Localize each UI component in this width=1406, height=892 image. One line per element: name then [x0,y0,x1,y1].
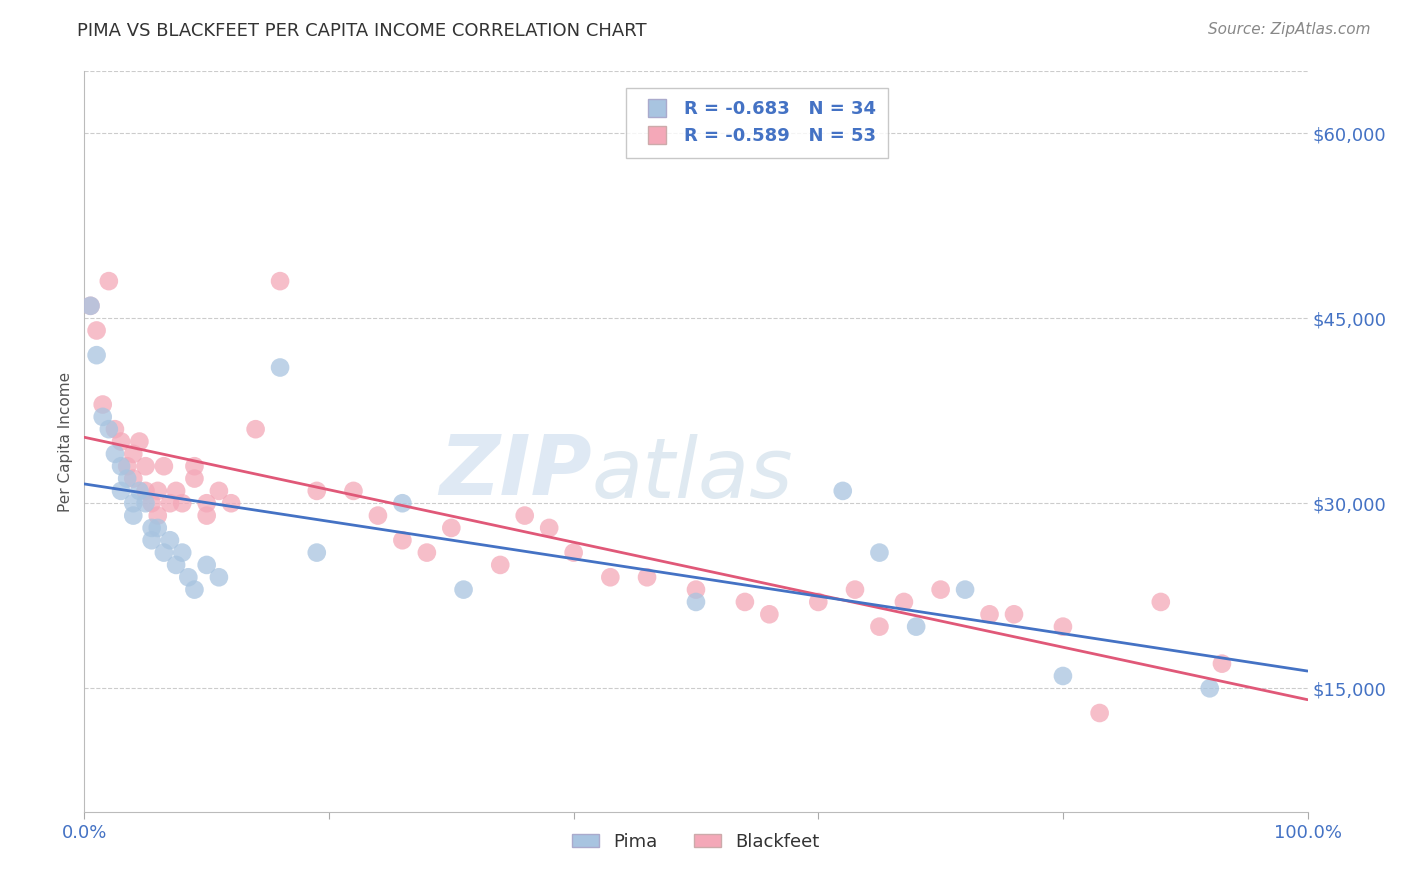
Text: PIMA VS BLACKFEET PER CAPITA INCOME CORRELATION CHART: PIMA VS BLACKFEET PER CAPITA INCOME CORR… [77,22,647,40]
Point [122,496,145,510]
Point [636,570,658,584]
Point [195,558,218,572]
Point [831,483,853,498]
Point [685,595,707,609]
Point [1211,657,1233,671]
Point [97,274,120,288]
Point [562,545,585,560]
Point [195,496,218,510]
Point [86,348,108,362]
Point [79,299,101,313]
Point [183,459,205,474]
Point [79,299,101,313]
Point [153,545,176,560]
Point [513,508,536,523]
Point [115,459,138,474]
Point [86,324,108,338]
Point [489,558,512,572]
Point [1052,619,1074,633]
Point [1088,706,1111,720]
Point [1198,681,1220,696]
Text: atlas: atlas [592,434,793,516]
Point [367,508,389,523]
Point [91,398,114,412]
Point [807,595,830,609]
Point [416,545,439,560]
Point [245,422,267,436]
Point [110,434,132,449]
Point [440,521,463,535]
Point [128,483,150,498]
Point [685,582,707,597]
Point [391,533,413,548]
Point [159,496,181,510]
Point [141,533,163,548]
Point [115,471,138,485]
Point [146,508,169,523]
Point [269,274,291,288]
Point [979,607,1001,622]
Point [135,483,157,498]
Point [172,545,194,560]
Point [869,619,891,633]
Text: Source: ZipAtlas.com: Source: ZipAtlas.com [1208,22,1371,37]
Point [1150,595,1173,609]
Point [869,545,891,560]
Point [844,582,866,597]
Point [141,521,163,535]
Point [122,447,145,461]
Point [146,521,169,535]
Point [758,607,780,622]
Point [141,496,163,510]
Point [538,521,561,535]
Point [172,496,194,510]
Point [97,422,120,436]
Point [1002,607,1025,622]
Point [159,533,181,548]
Point [165,483,187,498]
Point [453,582,475,597]
Point [177,570,200,584]
Point [146,483,169,498]
Point [219,496,242,510]
Y-axis label: Per Capita Income: Per Capita Income [58,371,73,512]
Point [110,483,132,498]
Point [183,471,205,485]
Point [104,422,127,436]
Point [122,471,145,485]
Point [122,508,145,523]
Point [165,558,187,572]
Point [153,459,176,474]
Point [135,459,157,474]
Point [195,508,218,523]
Point [1052,669,1074,683]
Text: ZIP: ZIP [439,431,592,512]
Point [599,570,621,584]
Point [110,459,132,474]
Point [183,582,205,597]
Point [91,409,114,424]
Point [391,496,413,510]
Point [893,595,915,609]
Point [208,483,231,498]
Point [734,595,756,609]
Legend: Pima, Blackfeet: Pima, Blackfeet [565,826,827,858]
Point [305,545,328,560]
Point [135,496,157,510]
Point [128,434,150,449]
Point [104,447,127,461]
Point [905,619,928,633]
Point [208,570,231,584]
Point [929,582,952,597]
Point [305,483,328,498]
Point [953,582,976,597]
Point [342,483,364,498]
Point [269,360,291,375]
